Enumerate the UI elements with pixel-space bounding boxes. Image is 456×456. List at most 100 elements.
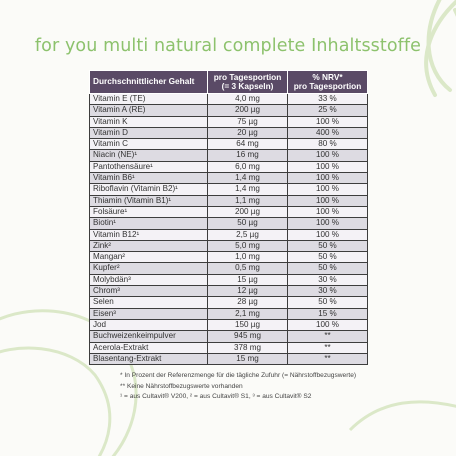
cell-name: Buchweizenkeimpulver — [89, 330, 208, 343]
nutrition-table: Durchschnittlicher Gehalt pro Tagesporti… — [89, 70, 368, 366]
cell-dose: 50 µg — [207, 217, 288, 230]
cell-name: Jod — [89, 318, 208, 332]
cell-dose: 1,4 mg — [207, 183, 288, 196]
table-header-row: Durchschnittlicher Gehalt pro Tagesporti… — [89, 70, 368, 94]
cell-dose: 15 µg — [207, 273, 288, 287]
cell-dose: 945 mg — [207, 330, 288, 343]
cell-name: Vitamin B12¹ — [89, 228, 208, 241]
table-row: Vitamin C 64 mg 80 % — [89, 138, 368, 151]
cell-nrv: 25 % — [287, 104, 368, 117]
cell-nrv: 100 % — [287, 149, 368, 162]
cell-name: Vitamin D — [89, 126, 208, 140]
cell-name: Biotin¹ — [89, 217, 208, 230]
cell-name: Zink² — [89, 239, 208, 253]
cell-dose: 20 µg — [207, 126, 288, 140]
cell-nrv: 100 % — [287, 160, 368, 174]
cell-dose: 200 µg — [207, 104, 288, 117]
cell-nrv: 50 % — [287, 251, 368, 264]
cell-dose: 28 µg — [207, 296, 288, 309]
table-row: Biotin¹ 50 µg 100 % — [89, 217, 368, 230]
table-row: Eisen³ 2,1 mg 15 % — [89, 307, 368, 320]
table-row: Vitamin A (RE) 200 µg 25 % — [89, 104, 368, 117]
cell-name: Blasentang-Extrakt — [89, 352, 208, 366]
cell-name: Vitamin A (RE) — [89, 104, 208, 117]
cell-name: Folsäure¹ — [89, 205, 208, 219]
cell-dose: 378 mg — [207, 341, 288, 354]
cell-name: Vitamin K — [89, 115, 208, 128]
table-row: Mangan² 1,0 mg 50 % — [89, 251, 368, 264]
header-nrv-line2: pro Tagesportion — [293, 81, 362, 91]
cell-dose: 6,0 mg — [207, 160, 288, 174]
table-row: Niacin (NE)¹ 16 mg 100 % — [89, 149, 368, 162]
page-title: for you multi natural complete Inhaltsst… — [34, 36, 422, 56]
cell-nrv: 100 % — [287, 205, 368, 219]
table-row: Vitamin D 20 µg 400 % — [89, 126, 368, 140]
cell-name: Niacin (NE)¹ — [89, 149, 208, 162]
cell-dose: 200 µg — [207, 205, 288, 219]
cell-dose: 150 µg — [207, 318, 288, 332]
cell-name: Vitamin B6¹ — [89, 172, 208, 185]
table-row: Molybdän³ 15 µg 30 % — [89, 273, 368, 287]
cell-dose: 1,1 mg — [207, 194, 288, 207]
table-row: Selen 28 µg 50 % — [89, 296, 368, 309]
cell-name: Vitamin C — [89, 138, 208, 151]
cell-name: Molybdän³ — [89, 273, 208, 287]
cell-name: Riboflavin (Vitamin B2)¹ — [89, 183, 208, 196]
footnote-nrv: * In Prozent der Referenzmenge für die t… — [120, 372, 357, 379]
table-row: Folsäure¹ 200 µg 100 % — [89, 205, 368, 219]
cell-nrv: 80 % — [287, 138, 368, 151]
table-row: Chrom³ 12 µg 30 % — [89, 285, 368, 298]
cell-dose: 12 µg — [207, 285, 288, 298]
cell-dose: 16 mg — [207, 149, 288, 162]
cell-dose: 1,0 mg — [207, 251, 288, 264]
table-row: Riboflavin (Vitamin B2)¹ 1,4 mg 100 % — [89, 183, 368, 196]
table-row: Jod 150 µg 100 % — [89, 318, 368, 332]
header-nrv: % NRV* pro Tagesportion — [287, 70, 368, 94]
cell-name: Pantothensäure¹ — [89, 160, 208, 174]
table-row: Pantothensäure¹ 6,0 mg 100 % — [89, 160, 368, 174]
cell-dose: 4,0 mg — [207, 92, 288, 106]
table-row: Kupfer² 0,5 mg 50 % — [89, 262, 368, 275]
table-row: Vitamin E (TE) 4,0 mg 33 % — [89, 92, 368, 106]
footnotes: * In Prozent der Referenzmenge für die t… — [120, 371, 440, 403]
cell-name: Kupfer² — [89, 262, 208, 275]
cell-nrv: 50 % — [287, 296, 368, 309]
cell-dose: 2,1 mg — [207, 307, 288, 320]
cell-nrv: 400 % — [287, 126, 368, 140]
cell-nrv: 15 % — [287, 307, 368, 320]
table-row: Acerola-Extrakt 378 mg ** — [89, 341, 368, 354]
cell-dose: 5,0 mg — [207, 239, 288, 253]
header-dose-line1: pro Tagesportion — [213, 71, 282, 82]
cell-nrv: ** — [287, 341, 368, 354]
cell-name: Chrom³ — [89, 285, 208, 298]
cell-nrv: 30 % — [287, 285, 368, 298]
cell-dose: 1,4 mg — [207, 172, 288, 185]
cell-dose: 0,5 mg — [207, 262, 288, 275]
table-row: Vitamin K 75 µg 100 % — [89, 115, 368, 128]
table-row: Vitamin B12¹ 2,5 µg 100 % — [89, 228, 368, 241]
header-dose: pro Tagesportion (= 3 Kapseln) — [207, 70, 288, 94]
cell-nrv: 100 % — [287, 115, 368, 128]
cell-name: Acerola-Extrakt — [89, 341, 208, 354]
cell-name: Mangan² — [89, 251, 208, 264]
table-row: Zink² 5,0 mg 50 % — [89, 239, 368, 253]
cell-dose: 2,5 µg — [207, 228, 288, 241]
table-row: Buchweizenkeimpulver 945 mg ** — [89, 330, 368, 343]
cell-nrv: 50 % — [287, 239, 368, 253]
table-row: Vitamin B6¹ 1,4 mg 100 % — [89, 172, 368, 185]
cell-dose: 64 mg — [207, 138, 288, 151]
table-row: Blasentang-Extrakt 15 mg ** — [89, 352, 368, 366]
cell-nrv: 100 % — [287, 172, 368, 185]
cell-nrv: 100 % — [287, 183, 368, 196]
header-nrv-line1: % NRV* — [312, 71, 343, 82]
cell-nrv: 100 % — [287, 217, 368, 230]
cell-name: Thiamin (Vitamin B1)¹ — [89, 194, 208, 207]
cell-nrv: ** — [287, 352, 368, 366]
cell-dose: 75 µg — [207, 115, 288, 128]
cell-nrv: 30 % — [287, 273, 368, 287]
cell-name: Eisen³ — [89, 307, 208, 320]
cell-nrv: 50 % — [287, 262, 368, 275]
footnote-no-reference: ** Keine Nährstoffbezugswerte vorhanden — [120, 382, 243, 390]
cell-nrv: 100 % — [287, 194, 368, 207]
cell-name: Vitamin E (TE) — [89, 92, 208, 106]
